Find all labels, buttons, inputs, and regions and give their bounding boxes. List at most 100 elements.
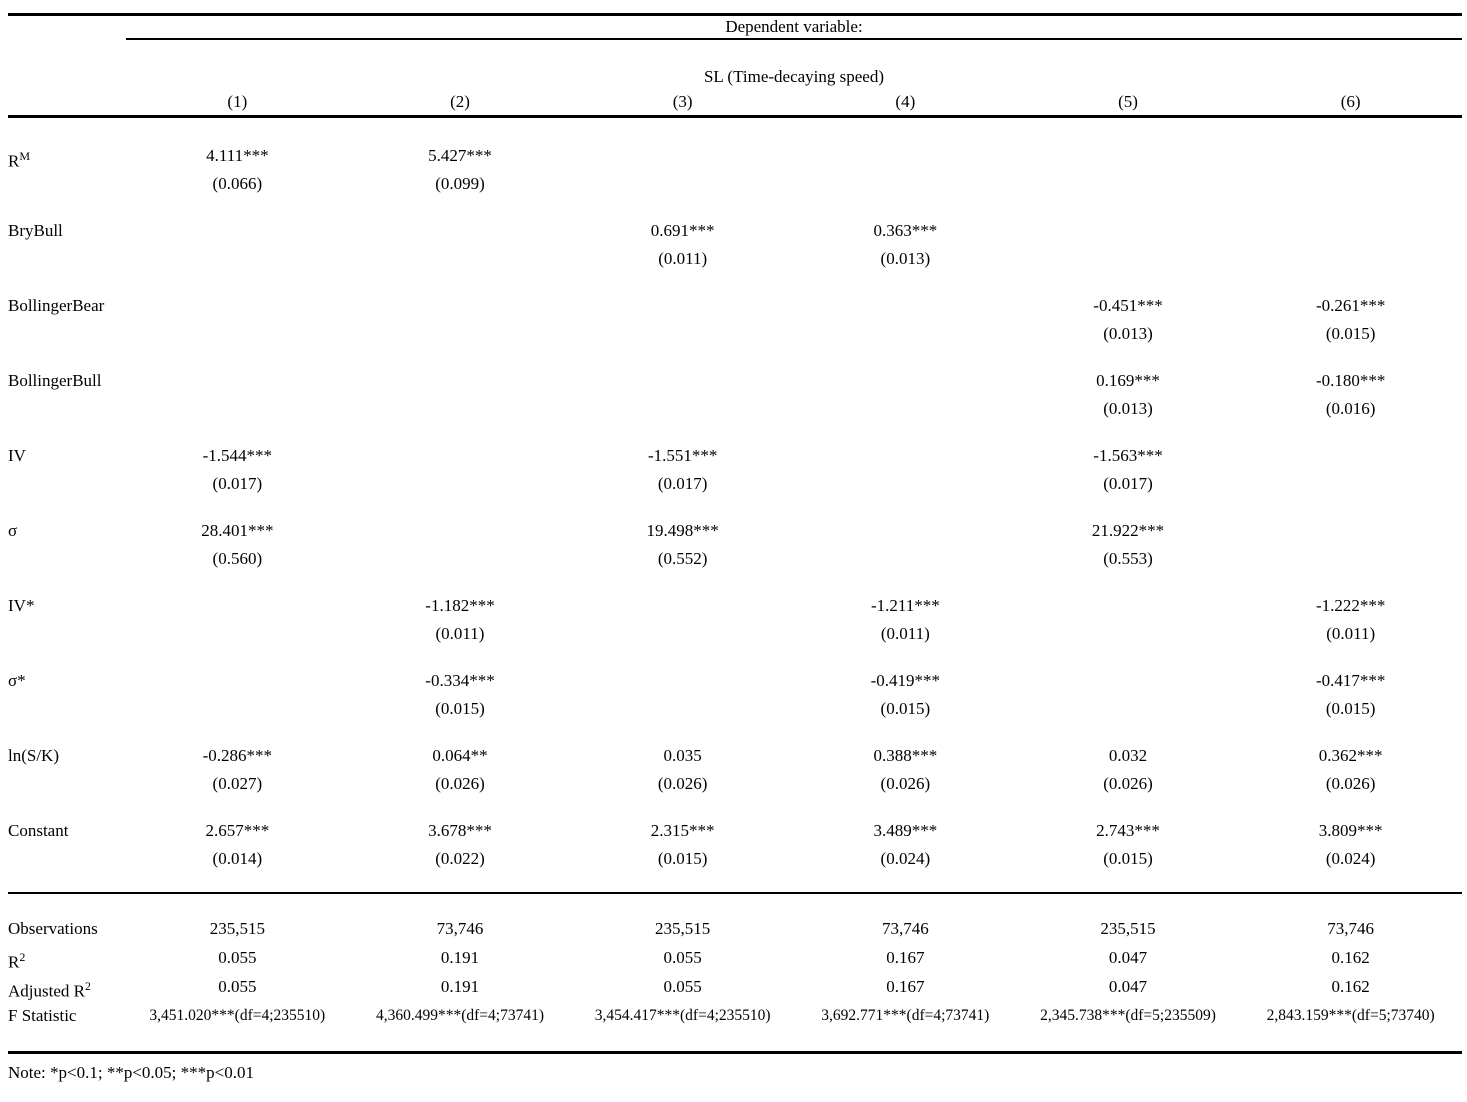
variable-label: BollingerBear	[8, 292, 126, 367]
variable-label: σ	[8, 517, 126, 592]
table-row: BollingerBear -0.451*** (0.013) -0.261*** (0…	[8, 292, 1462, 367]
empty-cell	[794, 442, 1017, 517]
empty-cell	[1239, 142, 1462, 217]
header-rule	[8, 115, 1462, 118]
column-header: (2)	[450, 92, 470, 111]
coef-value: -0.451***	[1093, 296, 1163, 315]
variable-label-text: ln(S/K)	[8, 746, 59, 765]
coef-value: 19.498***	[646, 521, 719, 540]
coefficient-cell: 0.362*** (0.026)	[1239, 742, 1462, 817]
coef-value: -0.334***	[425, 671, 495, 690]
coefficient-cell: 0.064** (0.026)	[349, 742, 572, 817]
stat-value: 0.191	[440, 948, 480, 967]
bottom-rule	[8, 1051, 1462, 1054]
coefficient-cell: 2.315*** (0.015)	[571, 817, 794, 892]
regression-table: Dependent variable: SL (Time-decaying sp…	[8, 13, 1462, 1083]
se-value: (0.011)	[658, 249, 708, 268]
se-value: (0.013)	[1103, 324, 1153, 343]
variable-label-text: σ	[8, 521, 18, 540]
coef-value: 3.809***	[1318, 821, 1383, 840]
stat-label-text: Observations	[8, 919, 98, 938]
coefficient-cell: -1.182*** (0.011)	[349, 592, 572, 667]
empty-cell	[349, 517, 572, 592]
se-value: (0.099)	[435, 174, 485, 193]
empty-cell	[1239, 517, 1462, 592]
stat-value: 3,692.771***(df=4;73741)	[821, 1007, 990, 1024]
variable-label: BollingerBull	[8, 367, 126, 442]
stat-value: 0.055	[663, 948, 702, 967]
se-value: (0.015)	[657, 849, 708, 868]
se-value: (0.560)	[212, 549, 263, 568]
empty-cell	[126, 592, 349, 667]
stats-separator-rule	[8, 892, 1462, 894]
table-row: BollingerBull 0.169*** (0.013) -0.180*** (0.…	[8, 367, 1462, 442]
coefficient-cell: 2.743*** (0.015)	[1017, 817, 1240, 892]
coefficient-cell: -1.222*** (0.011)	[1239, 592, 1462, 667]
stat-value: 3,454.417***(df=4;235510)	[594, 1007, 771, 1024]
coefficient-cell: 3.678*** (0.022)	[349, 817, 572, 892]
stat-value: 0.167	[886, 977, 925, 996]
coefficient-cell: -0.417*** (0.015)	[1239, 667, 1462, 742]
dependent-variable-row: Dependent variable:	[8, 16, 1462, 40]
empty-cell	[349, 442, 572, 517]
se-value: (0.066)	[212, 174, 263, 193]
empty-cell	[1017, 142, 1240, 217]
empty-cell	[571, 142, 794, 217]
stat-value: 73,746	[436, 919, 484, 938]
se-value: (0.017)	[657, 474, 708, 493]
coefficient-cell: 28.401*** (0.560)	[126, 517, 349, 592]
coefficient-cell: 0.388*** (0.026)	[794, 742, 1017, 817]
coef-value: 5.427***	[428, 146, 492, 165]
coef-value: 3.489***	[873, 821, 938, 840]
coef-value: 2.743***	[1096, 821, 1160, 840]
table-row: BryBull 0.691*** (0.011) 0.363*** (0.013)	[8, 217, 1462, 292]
coefficient-cell: 5.427*** (0.099)	[349, 142, 572, 217]
table-row: IV -1.544*** (0.017) -1.551*** (0.017) -1.563…	[8, 442, 1462, 517]
coefficient-cell: -1.544*** (0.017)	[126, 442, 349, 517]
coef-value: 4.111***	[206, 146, 269, 165]
stat-value: 235,515	[1100, 919, 1156, 938]
empty-cell	[794, 292, 1017, 367]
stat-row: R2 0.055 0.191 0.055 0.167 0.047 0.162	[8, 943, 1462, 972]
coef-value: -0.419***	[870, 671, 941, 690]
stat-label-text: F Statistic	[8, 1006, 77, 1025]
coef-value: 0.064**	[432, 746, 488, 765]
stat-value: 0.167	[886, 948, 925, 967]
coefficient-cell: 3.489*** (0.024)	[794, 817, 1017, 892]
table-row: ln(S/K) -0.286*** (0.027) 0.064** (0.026) 0.0…	[8, 742, 1462, 817]
dependent-variable-header: Dependent variable:	[126, 16, 1462, 40]
se-value: (0.011)	[1326, 624, 1376, 643]
empty-cell	[571, 592, 794, 667]
empty-cell	[571, 367, 794, 442]
coef-value: -0.417***	[1315, 671, 1386, 690]
coef-value: -1.551***	[647, 446, 718, 465]
subtitle-label-spacer	[8, 64, 126, 90]
se-value: (0.026)	[657, 774, 708, 793]
empty-cell	[126, 367, 349, 442]
se-value: (0.024)	[1325, 849, 1376, 868]
variable-label-text: BollingerBull	[8, 371, 102, 390]
coef-value: 0.032	[1108, 746, 1148, 765]
coefficient-cell: -0.451*** (0.013)	[1017, 292, 1240, 367]
dependent-variable-label: Dependent variable:	[725, 17, 863, 36]
empty-cell	[1239, 442, 1462, 517]
coefficient-cell: -0.286*** (0.027)	[126, 742, 349, 817]
coef-value: -1.222***	[1315, 596, 1386, 615]
stat-row: Adjusted R2 0.055 0.191 0.055 0.167 0.047 0.16…	[8, 972, 1462, 1001]
stat-value: 0.047	[1108, 948, 1148, 967]
coef-value: -1.563***	[1093, 446, 1163, 465]
table-row: σ 28.401*** (0.560) 19.498*** (0.552) 21.922*…	[8, 517, 1462, 592]
empty-cell	[126, 292, 349, 367]
coefficient-cell: 19.498*** (0.552)	[571, 517, 794, 592]
stat-value: 0.055	[663, 977, 702, 996]
stat-value: 0.055	[218, 977, 257, 996]
stat-value: 0.055	[218, 948, 257, 967]
table-row: σ* -0.334*** (0.015) -0.419*** (0.015) -0.417…	[8, 667, 1462, 742]
coef-value: 28.401***	[201, 521, 274, 540]
se-value: (0.552)	[657, 549, 708, 568]
se-value: (0.015)	[435, 699, 485, 718]
se-value: (0.013)	[880, 249, 931, 268]
note-text: Note: *p<0.1; **p<0.05; ***p<0.01	[8, 1063, 254, 1082]
empty-cell	[794, 142, 1017, 217]
stat-row: Observations 235,515 73,746 235,515 73,746 23…	[8, 914, 1462, 943]
